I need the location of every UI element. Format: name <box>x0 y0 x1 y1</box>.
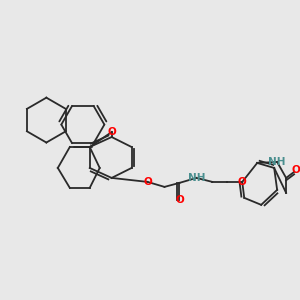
Text: O: O <box>238 177 247 187</box>
Text: O: O <box>143 177 152 187</box>
Text: O: O <box>291 165 300 176</box>
Text: O: O <box>175 195 184 205</box>
Text: NH: NH <box>268 157 286 167</box>
Text: O: O <box>107 127 116 137</box>
Text: NH: NH <box>188 173 205 183</box>
